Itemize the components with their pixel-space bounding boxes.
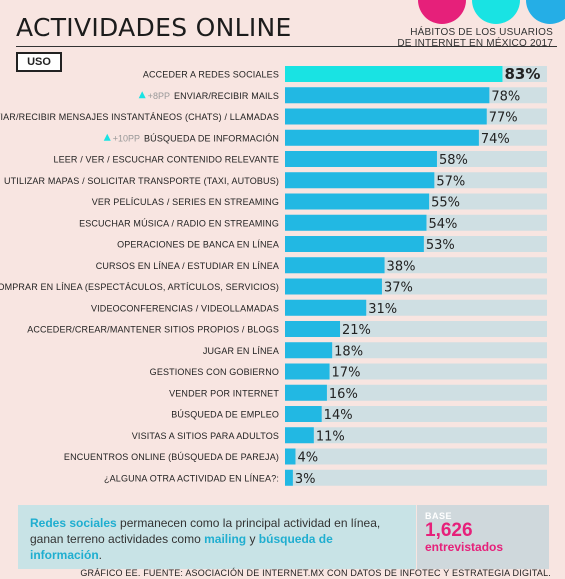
subtitle-line-2: DE INTERNET EN MÉXICO 2017 [397,38,553,49]
bar [285,129,479,146]
bar [285,299,367,316]
category-label: LEER / VER / ESCUCHAR CONTENIDO RELEVANT… [53,155,279,165]
bar [285,66,503,82]
value-label: 18% [334,344,363,359]
category-label: CURSOS EN LÍNEA / ESTUDIAR EN LÍNEA [96,261,279,271]
bar-track [285,448,547,465]
bar-track [285,342,547,359]
bar [285,108,487,125]
callout-text-2: y [246,532,259,546]
value-label: 78% [491,89,520,104]
bar [285,448,296,465]
bar-track [285,321,547,337]
base-label: BASE [425,511,453,521]
category-label: JUGAR EN LÍNEA [203,346,279,356]
base-number: 1,626 [425,520,473,541]
base-sub: entrevistados [425,540,504,554]
category-label: GESTIONES CON GOBIERNO [150,367,279,377]
page-subtitle: HÁBITOS DE LOS USUARIOS DE INTERNET EN M… [353,27,553,49]
bar [285,469,293,486]
callout-highlight-search: búsqueda de información [30,532,333,562]
callout-highlight-social: Redes sociales [30,516,117,530]
value-label: 53% [426,238,455,253]
callout-box: Redes sociales permanecen como la princi… [18,505,416,569]
category-label: COMPRAR EN LÍNEA (ESPECTÁCULOS, ARTÍCULO… [0,282,279,292]
category-label: VIDEOCONFERENCIAS / VIDEOLLAMADAS [91,303,279,313]
category-label: BÚSQUEDA DE EMPLEO [171,410,279,420]
value-label: 58% [439,153,468,168]
up-arrow-icon [103,133,111,141]
bar [285,172,435,189]
up-arrow-icon [138,91,146,99]
bar-track [285,427,547,444]
category-label: VENDER POR INTERNET [169,388,279,398]
value-label: 74% [481,132,510,147]
callout-text-1: permanecen como la principal actividad e… [30,516,381,546]
category-label: ESCUCHAR MÚSICA / RADIO EN STREAMING [79,218,279,228]
category-label: ACCEDER/CREAR/MANTENER SITIOS PROPIOS / … [27,325,279,335]
category-label: UTILIZAR MAPAS / SOLICITAR TRANSPORTE (T… [4,176,279,186]
bar-track [285,363,547,380]
bar [285,257,385,274]
value-label: 17% [332,366,361,381]
bar [285,342,333,359]
bar [285,151,437,167]
bar [285,236,424,252]
category-label: BÚSQUEDA DE INFORMACIÓN [144,133,279,143]
category-label: VISITAS A SITIOS PARA ADULTOS [132,431,279,441]
value-label: 31% [368,302,397,317]
pp-annotation-label: +8PP [148,91,170,101]
bar [285,406,322,422]
value-label: 4% [297,451,318,466]
callout-highlight-mailing: mailing [204,532,247,546]
value-label: 37% [384,281,413,296]
category-label: ENCUENTROS ONLINE (BÚSQUEDA DE PAREJA) [64,452,279,462]
value-label: 11% [316,429,345,444]
value-label: 21% [342,323,371,338]
value-label: 38% [387,259,416,274]
base-box: BASE 1,626 entrevistados [417,505,549,569]
bar [285,321,341,337]
bar [285,193,430,210]
value-label: 3% [295,472,316,487]
footer-source: GRÁFICO EE. FUENTE: ASOCIACIÓN DE INTERN… [80,568,551,578]
category-label: OPERACIONES DE BANCA EN LÍNEA [117,240,279,250]
bar-track [285,384,547,401]
bar [285,87,490,104]
callout-text-3: . [98,548,103,562]
value-label: 77% [489,111,518,126]
pp-annotation-label: +10PP [113,133,140,143]
bar [285,384,327,401]
value-label: 83% [504,65,540,83]
bar [285,278,382,295]
bar [285,427,314,444]
section-tag: USO [16,52,62,72]
category-label: ENVIAR/RECIBIR MENSAJES INSTANTÁNEOS (CH… [0,112,279,122]
category-label: ACCEDER A REDES SOCIALES [143,70,279,80]
bar [285,214,427,231]
title-rule [16,46,557,47]
bar [285,363,330,380]
value-label: 55% [431,196,460,211]
category-label: ENVIAR/RECIBIR MAILS [174,91,279,101]
bar-track [285,469,547,486]
value-label: 54% [428,217,457,232]
category-label: VER PELÍCULAS / SERIES EN STREAMING [92,197,279,207]
page-title: ACTIVIDADES ONLINE [16,13,292,42]
subtitle-line-1: HÁBITOS DE LOS USUARIOS [410,27,553,38]
category-label: ¿ALGUNA OTRA ACTIVIDAD EN LÍNEA?: [104,473,279,483]
value-label: 14% [324,408,353,423]
bar-track [285,406,547,422]
value-label: 16% [329,387,358,402]
value-label: 57% [436,174,465,189]
